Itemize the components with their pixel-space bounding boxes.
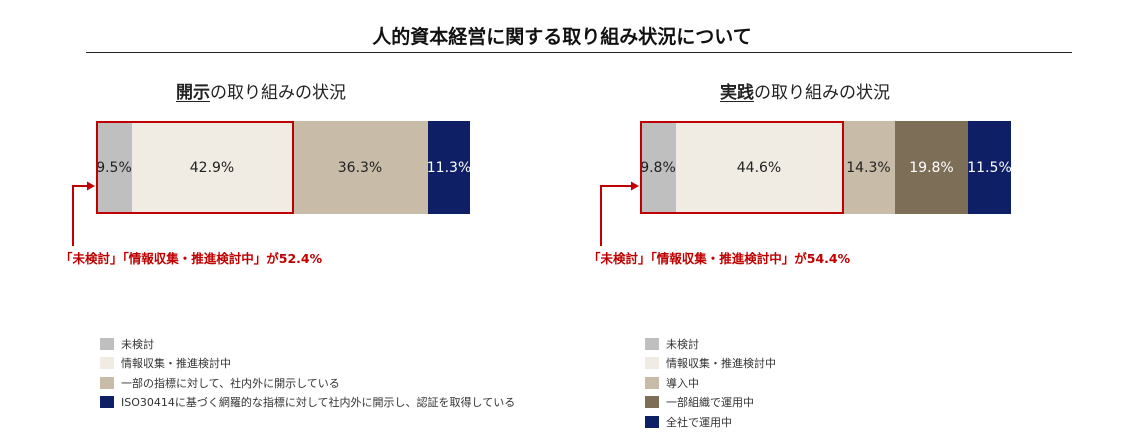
data-label: 9.5% bbox=[96, 159, 132, 176]
highlight-box bbox=[640, 121, 844, 214]
data-label: 14.3% bbox=[846, 159, 891, 176]
legend-swatch bbox=[645, 337, 659, 350]
chart-title-keyword: 実践 bbox=[720, 83, 754, 103]
data-label: 42.9% bbox=[189, 159, 235, 176]
chart-title: 開示の取り組みの状況 bbox=[176, 78, 346, 103]
legend-swatch bbox=[100, 357, 114, 370]
data-label: 19.8% bbox=[909, 159, 954, 176]
legend-label: 未検討 bbox=[666, 337, 699, 351]
chart-legend: 未検討情報収集・推進検討中一部の指標に対して、社内外に開示している ISO3041… bbox=[100, 334, 515, 412]
legend-swatch bbox=[645, 376, 659, 389]
legend-swatch bbox=[100, 396, 114, 409]
legend-item: 一部組織で運用中 bbox=[645, 393, 776, 413]
legend-label: 導入中 bbox=[666, 376, 699, 390]
bar-segment: 14.3% bbox=[842, 121, 895, 214]
legend-swatch bbox=[645, 415, 659, 428]
chart-title: 実践の取り組みの状況 bbox=[720, 78, 890, 103]
legend-item: 情報収集・推進検討中 bbox=[645, 354, 776, 374]
bar-segment: 42.9% bbox=[132, 121, 292, 214]
legend-label: 情報収集・推進検討中 bbox=[121, 357, 231, 371]
legend-item: 未検討 bbox=[100, 334, 515, 354]
title-divider bbox=[86, 52, 1072, 53]
callout-text: 「未検討」「情報収集・推進検討中」が52.4% bbox=[60, 251, 323, 266]
highlight-box bbox=[96, 121, 294, 214]
callout-text: 「未検討」「情報収集・推進検討中」が54.4% bbox=[588, 251, 851, 266]
bar-segment: 9.8% bbox=[640, 121, 676, 214]
data-label: 11.3% bbox=[426, 159, 472, 176]
bar-segment: 19.8% bbox=[895, 121, 968, 214]
callout-arrow-line bbox=[600, 185, 634, 246]
legend-swatch bbox=[645, 396, 659, 409]
legend-label: 未検討 bbox=[121, 337, 154, 351]
legend-swatch bbox=[100, 337, 114, 350]
bar-segment: 9.5% bbox=[96, 121, 132, 214]
legend-label: 一部の指標に対して、社内外に開示している bbox=[121, 376, 340, 390]
legend-item: 一部の指標に対して、社内外に開示している bbox=[100, 373, 515, 393]
legend-item: 全社で運用中 bbox=[645, 412, 776, 432]
page-title: 人的資本経営に関する取り組み状況について bbox=[372, 26, 752, 48]
chart-legend: 未検討情報収集・推進検討中 導入中一部組織で運用中 全社で運用中 bbox=[645, 334, 776, 432]
legend-item: 導入中 bbox=[645, 373, 776, 393]
chart-title-rest: の取り組みの状況 bbox=[754, 83, 890, 103]
bar-segment: 36.3% bbox=[292, 121, 428, 214]
legend-swatch bbox=[100, 376, 114, 389]
legend-item: ISO30414に基づく網羅的な指標に対して社内外に開示し、認証を取得している bbox=[100, 393, 515, 413]
chart-title-keyword: 開示 bbox=[176, 83, 210, 103]
stacked-bar: 9.5% 42.9% 36.3% 11.3% bbox=[96, 121, 472, 214]
data-label: 36.3% bbox=[337, 159, 383, 176]
legend-swatch bbox=[645, 357, 659, 370]
bar-segment: 11.3% bbox=[426, 121, 472, 214]
legend-item: 未検討 bbox=[645, 334, 776, 354]
legend-label: 情報収集・推進検討中 bbox=[666, 357, 776, 371]
legend-label: 一部組織で運用中 bbox=[666, 396, 754, 410]
stacked-bar: 9.8% 44.6% 14.3% 19.8% 11.5% bbox=[640, 121, 1012, 214]
callout-arrow-line bbox=[72, 185, 90, 246]
bar-segment: 11.5% bbox=[967, 121, 1012, 214]
data-label: 44.6% bbox=[736, 159, 782, 176]
callout-arrow-head bbox=[631, 181, 639, 191]
data-label: 9.8% bbox=[640, 159, 676, 176]
bar-segment: 44.6% bbox=[676, 121, 842, 214]
chart-title-rest: の取り組みの状況 bbox=[210, 83, 346, 103]
callout-arrow-head bbox=[87, 181, 95, 191]
data-label: 11.5% bbox=[967, 159, 1012, 176]
legend-label: 全社で運用中 bbox=[666, 415, 732, 429]
legend-item: 情報収集・推進検討中 bbox=[100, 354, 515, 374]
legend-label: ISO30414に基づく網羅的な指標に対して社内外に開示し、認証を取得している bbox=[121, 396, 516, 410]
